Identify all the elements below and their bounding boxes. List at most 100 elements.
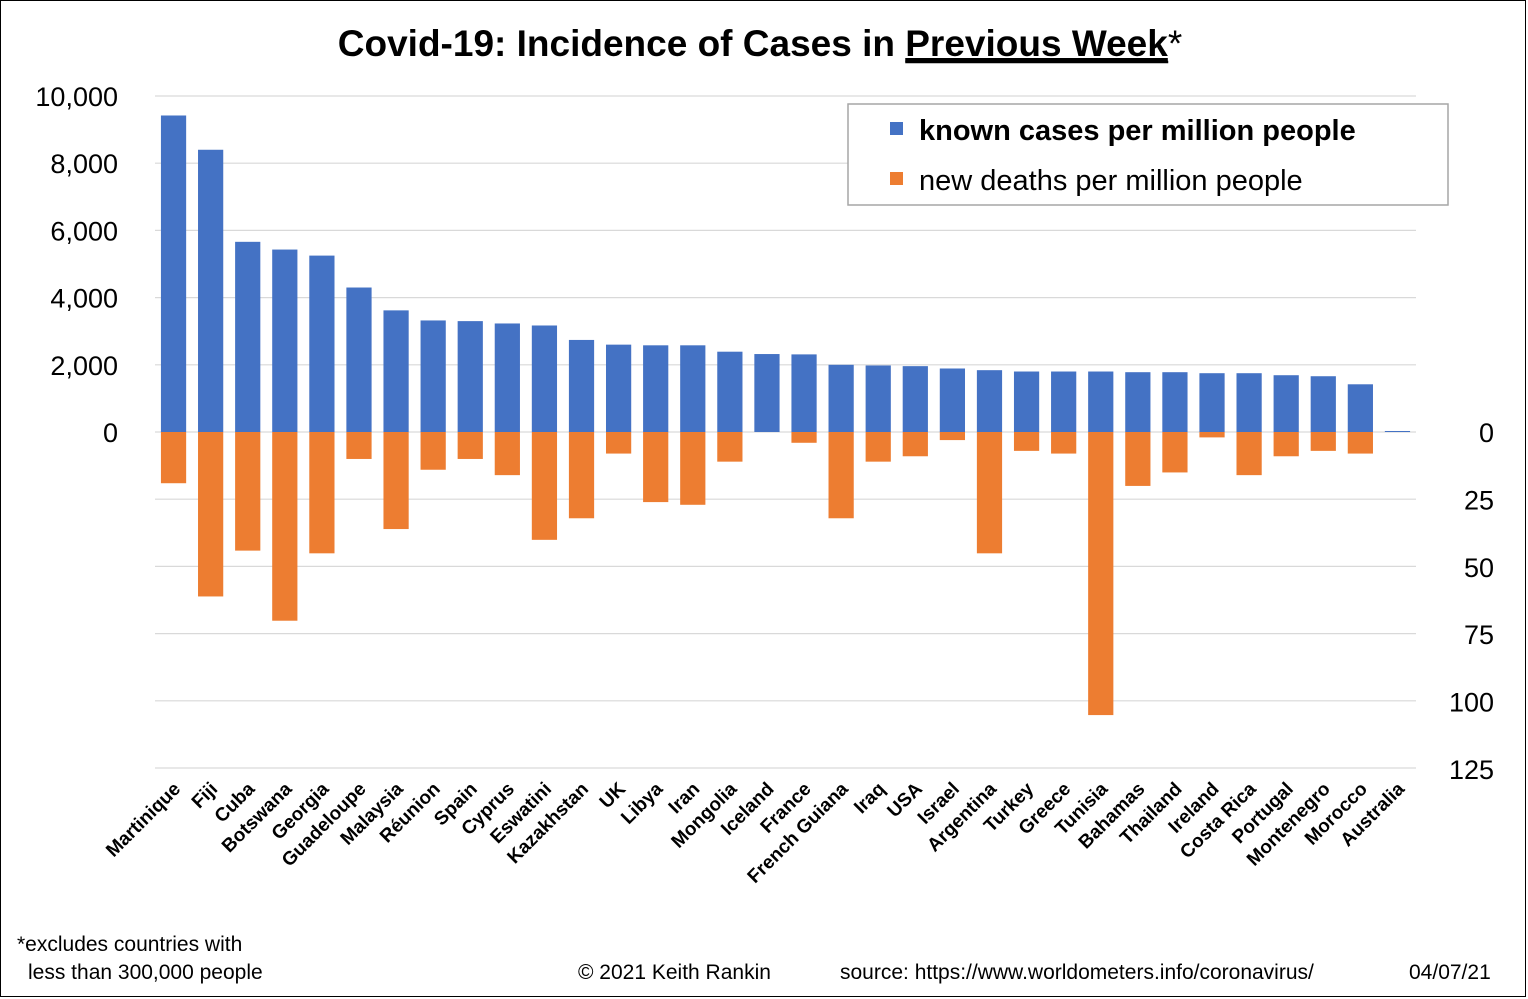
credit-date: 04/07/21 [1409,961,1491,984]
left-axis-tick: 0 [103,418,118,448]
bar-cases [902,366,928,432]
bar-deaths [643,432,669,503]
footnote-line-2: less than 300,000 people [28,961,263,984]
bar-cases [420,320,446,432]
bar-cases [680,345,706,432]
credit-copyright: © 2021 Keith Rankin [578,961,771,984]
bar-deaths [976,432,1003,554]
bar-cases [1051,371,1077,432]
bar-cases [939,368,966,432]
chart-title-asterisk: * [1168,23,1182,64]
bar-cases [1199,373,1225,432]
bar-deaths [717,432,743,462]
bar-cases [1013,371,1040,432]
bar-deaths [1236,432,1262,476]
bar-deaths [309,432,335,554]
bar-cases [605,344,632,432]
credit-source: source: https://www.worldometers.info/co… [840,961,1314,984]
legend: known cases per million people new death… [847,103,1449,206]
right-axis-tick: 100 [1449,688,1494,718]
right-axis-ticks: 0 25 50 75 100 125 [1449,418,1494,785]
bars [160,115,1411,716]
bar-deaths [346,432,372,459]
bar-cases [1384,430,1411,432]
bar-deaths [235,432,261,551]
legend-box [847,103,1449,206]
bar-cases [1273,375,1299,432]
bar-cases [309,255,335,432]
bar-cases [1162,372,1188,432]
right-axis-tick: 50 [1464,553,1494,583]
category-label: Martinique [102,779,185,862]
bar-deaths [1273,432,1299,457]
footnote-line-1: *excludes countries with [17,933,243,956]
bar-cases [568,339,595,432]
bar-cases [383,310,409,432]
bar-cases [717,351,743,432]
bar-deaths [457,432,483,459]
bar-deaths [494,432,520,476]
bar-deaths [1051,432,1077,454]
bar-deaths [1013,432,1040,451]
left-axis-tick: 8,000 [50,149,118,179]
bar-deaths [531,432,558,540]
bar-deaths [1162,432,1188,473]
bar-deaths [1199,432,1225,438]
left-axis-tick: 6,000 [50,216,118,246]
bar-deaths [383,432,409,530]
bar-deaths [791,432,817,443]
right-axis-tick: 75 [1464,620,1494,650]
bar-deaths [865,432,891,462]
bar-deaths [828,432,854,519]
bar-cases [643,345,669,432]
legend-label-cases: known cases per million people [919,115,1356,147]
bar-cases [235,241,261,432]
bar-cases [346,287,372,432]
bar-deaths [605,432,632,454]
bar-deaths [939,432,966,441]
category-label: Iraq [850,779,889,818]
bar-deaths [420,432,446,470]
bar-cases [1088,371,1114,432]
bar-deaths [1310,432,1336,451]
bar-cases [791,354,817,432]
left-axis-tick: 10,000 [35,82,118,112]
chart-title: Covid-19: Incidence of Cases in Previous… [338,23,1182,64]
legend-swatch-deaths [890,172,903,185]
bar-cases [1347,384,1373,432]
category-labels: Martinique FijiCubaBotswanaGeorgiaGuadelo… [102,778,1409,887]
bar-cases [976,370,1003,432]
bar-cases [160,115,187,432]
bar-deaths [680,432,706,505]
bar-cases [272,249,298,432]
left-axis-ticks: 10,000 8,000 6,000 4,000 2,000 0 [35,82,118,448]
bar-cases [1310,376,1336,432]
bar-cases [754,354,780,432]
legend-label-deaths: new deaths per million people [919,165,1303,197]
bar-deaths [1125,432,1151,486]
left-axis-tick: 2,000 [50,351,118,381]
left-axis-tick: 4,000 [50,284,118,314]
bar-deaths [198,432,224,597]
bar-deaths [568,432,595,519]
right-axis-tick: 125 [1449,755,1494,785]
legend-swatch-cases [890,122,903,135]
bar-deaths [1347,432,1373,454]
bar-deaths [902,432,928,457]
bar-cases [1236,373,1262,432]
bar-deaths [272,432,298,621]
bar-cases [494,323,520,432]
bar-deaths [1088,432,1114,716]
bar-cases [865,365,891,432]
right-axis-tick: 0 [1479,418,1494,448]
bar-cases [531,325,558,432]
bar-cases [457,321,483,432]
bar-cases [198,149,224,432]
bar-deaths [160,432,187,484]
bar-cases [1125,372,1151,432]
bar-cases [828,364,854,432]
category-label: Libya [617,778,667,828]
chart-title-emphasis: Previous Week [905,23,1168,64]
